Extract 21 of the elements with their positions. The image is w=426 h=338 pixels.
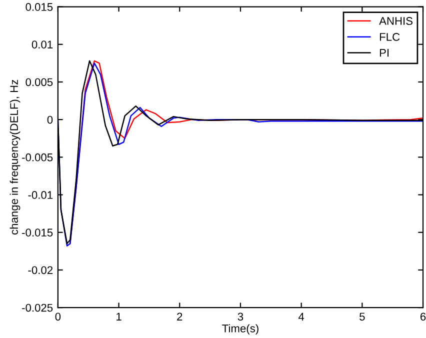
y-tick-label: -0.025 <box>22 304 53 312</box>
y-tick-label: -0.005 <box>22 153 53 162</box>
x-tick-label: 0 <box>55 312 61 321</box>
x-tick-label: 3 <box>238 312 244 321</box>
legend-label: FLC <box>380 32 400 41</box>
y-tick-label: -0.02 <box>28 266 53 274</box>
y-axis-title: change in frequency(DELF), Hz <box>10 80 20 235</box>
y-tick-label: 0.005 <box>26 78 53 86</box>
y-tick-label: -0.01 <box>28 191 53 199</box>
x-tick-label: 5 <box>360 312 365 321</box>
x-axis-title: Time(s) <box>222 324 258 335</box>
y-tick-label: 0 <box>47 116 53 124</box>
legend-label: PI <box>380 48 389 57</box>
x-tick-label: 4 <box>298 312 304 320</box>
x-tick-label: 1 <box>116 312 122 320</box>
y-tick-label: 0.015 <box>26 3 53 11</box>
legend-label: ANHIS <box>379 17 413 25</box>
x-tick-label: 2 <box>177 312 182 320</box>
y-tick-label: -0.015 <box>22 228 53 237</box>
y-tick-label: 0.01 <box>32 40 53 48</box>
x-tick-label: 6 <box>420 312 426 321</box>
